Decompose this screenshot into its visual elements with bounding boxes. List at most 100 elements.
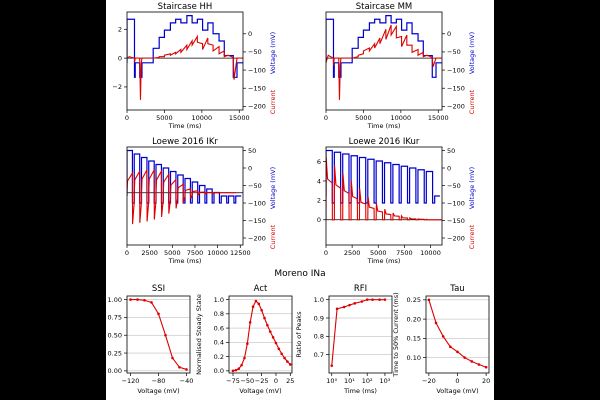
x-tick-label: 0 <box>324 114 328 122</box>
chart-moreno-tau: Tau −20 0 20 Voltage (mV) 0.10 0.15 0.20 0.25 Tim… <box>392 284 490 395</box>
data-point <box>157 312 160 316</box>
y-axis-label: Ratio of Peaks <box>295 311 303 358</box>
x-tick-label: −40 <box>180 377 194 385</box>
y-tick-label: 1.0 <box>314 296 324 304</box>
data-point <box>283 356 286 360</box>
y-right-tick-label: 0 <box>248 30 252 38</box>
data-line <box>331 299 385 366</box>
y-tick-label: 0.9 <box>314 314 324 322</box>
x-tick-label: 10³ <box>379 377 390 385</box>
data-point <box>434 321 438 325</box>
data-point <box>274 341 278 345</box>
data-point <box>449 345 452 349</box>
x-tick-label: 5000 <box>355 114 372 122</box>
y-tick-label: 0.4 <box>214 339 224 347</box>
x-axis-label: Time (ms) <box>168 122 202 130</box>
y-right-tick-label: 0 <box>447 30 451 38</box>
y-right-tick-label: 0 <box>248 164 252 172</box>
y-right-tick-label: 50 <box>248 147 256 155</box>
data-point <box>427 298 431 302</box>
y-tick-label: 0.50 <box>108 332 122 340</box>
y-right-tick-label: −150 <box>248 217 266 225</box>
data-point <box>254 299 258 303</box>
data-point <box>243 356 246 360</box>
x-tick-label: 0 <box>324 249 328 257</box>
data-point <box>286 360 289 363</box>
y-left-axis-label: Current <box>269 224 277 249</box>
data-point <box>240 363 243 367</box>
data-point <box>365 298 369 301</box>
y-left-tick-label: 4 <box>317 177 321 185</box>
x-axis-label: Time (ms) <box>343 387 377 395</box>
data-point <box>280 352 283 356</box>
x-tick-label: 0 <box>125 249 129 257</box>
y-tick-label: 0.2 <box>214 353 224 361</box>
chart-title: Staircase MM <box>356 2 413 12</box>
x-tick-label: 15000 <box>428 114 449 122</box>
x-tick-label: 10000 <box>207 249 228 257</box>
y-axis-label: Time to 50% Current (ms) <box>392 292 400 377</box>
chart-loewe-ikr: Loewe 2016 IKr 0 2500 5000 7500 10000 12500 Tim… <box>125 137 277 265</box>
x-axis-label: Time (ms) <box>168 257 202 265</box>
y-left-tick-label: −2 <box>112 83 122 91</box>
x-tick-label: 12500 <box>230 249 251 257</box>
axes-frame <box>228 295 293 374</box>
chart-title: SSI <box>152 284 165 294</box>
chart-title: Loewe 2016 IKr <box>152 137 218 147</box>
y-right-tick-label: −100 <box>447 66 465 74</box>
data-point <box>248 321 252 324</box>
x-tick-label: 7500 <box>396 249 413 257</box>
data-point <box>251 305 255 308</box>
y-right-axis-label: Voltage (mV) <box>468 32 476 74</box>
y-right-tick-label: −50 <box>447 182 461 190</box>
y-right-tick-label: −200 <box>248 234 266 242</box>
data-point <box>237 367 241 371</box>
x-tick-label: 15000 <box>229 114 250 122</box>
y-right-tick-label: −200 <box>248 103 266 111</box>
y-right-tick-label: −100 <box>248 199 266 207</box>
data-point <box>360 300 364 303</box>
data-point <box>378 298 381 301</box>
data-point <box>383 298 387 301</box>
chart-title: Staircase HH <box>158 2 213 12</box>
y-tick-label: 0.20 <box>407 315 421 323</box>
x-tick-label: 10000 <box>390 114 411 122</box>
data-point <box>234 368 238 372</box>
current-trace <box>326 157 442 221</box>
plot-area <box>326 15 442 100</box>
data-point <box>335 307 339 311</box>
x-axis-label: Voltage (mV) <box>436 387 478 395</box>
x-tick-label: 2500 <box>344 249 361 257</box>
axes-frame <box>325 146 443 246</box>
data-point <box>143 298 146 302</box>
data-point <box>330 364 334 367</box>
x-tick-label: −120 <box>122 377 140 385</box>
data-point <box>342 305 346 309</box>
data-point <box>257 302 261 306</box>
y-left-axis-label: Current <box>269 89 277 114</box>
y-right-tick-label: −150 <box>447 217 465 225</box>
y-left-tick-label: 0 <box>118 54 122 62</box>
x-tick-label: 2500 <box>141 249 158 257</box>
y-right-tick-label: −200 <box>447 103 465 111</box>
chart-title: Act <box>254 284 268 294</box>
current-trace <box>127 169 237 225</box>
y-right-tick-label: −50 <box>248 182 262 190</box>
chart-title: Tau <box>449 284 464 294</box>
y-tick-label: 0.75 <box>108 314 122 322</box>
x-axis-label: Voltage (mV) <box>137 387 179 395</box>
plot-area <box>326 149 442 221</box>
data-point <box>477 363 481 366</box>
y-tick-label: 0.8 <box>314 333 324 341</box>
axes-frame <box>126 146 244 246</box>
x-tick-label: 20 <box>482 377 490 385</box>
x-tick-label: 10¹ <box>344 377 355 385</box>
data-point <box>171 356 174 360</box>
y-tick-label: 0.25 <box>108 349 122 357</box>
axes-frame <box>328 295 393 374</box>
x-tick-label: 10⁰ <box>326 377 337 385</box>
y-right-tick-label: −100 <box>447 199 465 207</box>
